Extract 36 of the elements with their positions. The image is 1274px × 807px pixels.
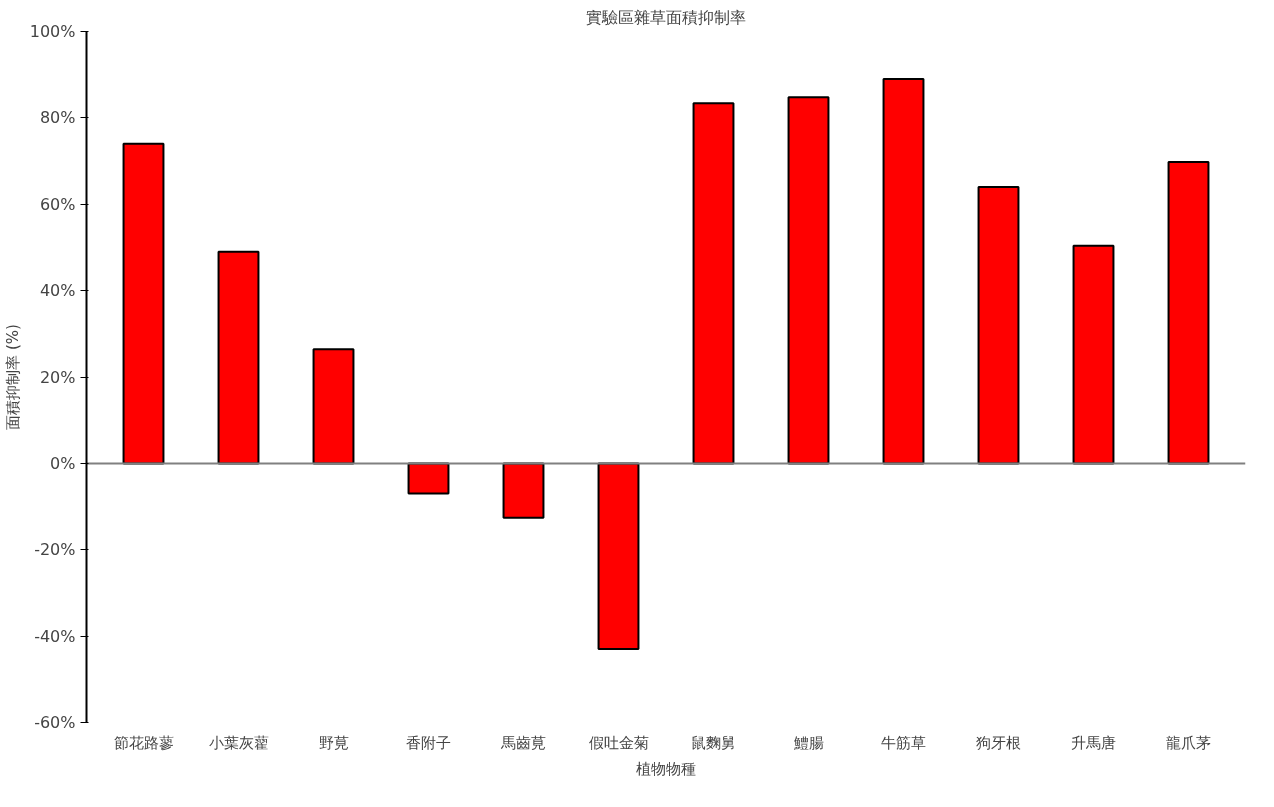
x-tick-label: 假吐金菊 <box>588 733 649 752</box>
y-tick-label: 40% <box>39 281 76 301</box>
bar <box>217 250 260 465</box>
y-tick-label: 20% <box>39 367 76 387</box>
y-axis-title: 面積抑制率 (%) <box>3 324 22 430</box>
bar <box>882 78 925 465</box>
bar <box>692 102 735 465</box>
x-tick-label: 野莧 <box>318 733 349 752</box>
chart-title: 實驗區雜草面積抑制率 <box>586 7 746 27</box>
x-tick-label: 香附子 <box>406 733 451 752</box>
x-tick-label: 馬齒莧 <box>500 733 546 752</box>
bar <box>977 185 1020 465</box>
bar <box>122 142 165 465</box>
bar <box>1167 160 1210 465</box>
x-axis-title: 植物物種 <box>636 759 696 778</box>
x-tick-label: 龍爪茅 <box>1166 733 1211 752</box>
y-tick-label: -60% <box>34 713 76 732</box>
y-tick-label: -40% <box>34 626 76 646</box>
bar <box>597 462 640 651</box>
y-tick-label: 100% <box>29 22 76 41</box>
bar <box>787 96 830 465</box>
bar <box>502 462 545 519</box>
y-tick-label: 80% <box>39 108 76 128</box>
x-tick-label: 節花路蓼 <box>113 733 174 752</box>
y-tick-label: -20% <box>34 540 76 560</box>
x-tick-label: 小葉灰藋 <box>208 733 269 752</box>
bar <box>407 462 450 495</box>
x-tick-label: 升馬唐 <box>1071 733 1116 752</box>
x-tick-label: 牛筋草 <box>881 733 926 752</box>
bar <box>312 348 355 465</box>
bar <box>1072 244 1115 465</box>
x-tick-label: 鼠麴舅 <box>691 733 736 752</box>
y-tick-label: 60% <box>39 194 76 214</box>
x-tick-label: 鱧腸 <box>793 733 824 752</box>
y-tick-label: 0% <box>50 453 76 473</box>
x-tick-label: 狗牙根 <box>976 733 1021 752</box>
